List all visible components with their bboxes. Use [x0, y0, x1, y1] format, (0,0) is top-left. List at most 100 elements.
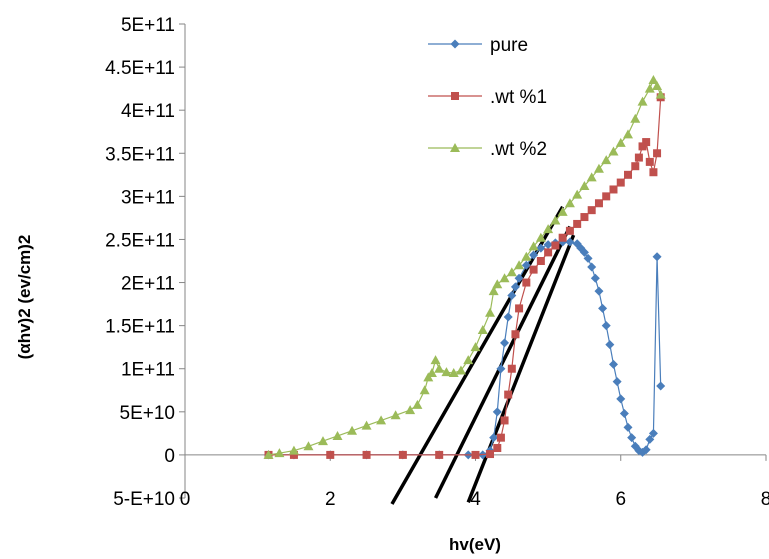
- y-tick-label: 5-E+10: [113, 489, 175, 510]
- data-point: [500, 338, 510, 348]
- data-point: [492, 279, 503, 289]
- data-point: [511, 330, 520, 339]
- data-point: [641, 445, 651, 455]
- data-point: [653, 149, 662, 158]
- data-point: [536, 243, 546, 253]
- data-point: [412, 399, 423, 409]
- data-point: [507, 290, 517, 300]
- data-point: [598, 303, 608, 313]
- data-point: [521, 251, 532, 261]
- legend-marker: [450, 143, 460, 152]
- data-point: [398, 450, 407, 459]
- legend-marker: [450, 39, 460, 49]
- data-point: [634, 153, 643, 162]
- data-point: [529, 250, 539, 260]
- y-tick-label: 4.5E+11: [105, 58, 175, 79]
- data-point: [515, 304, 524, 313]
- data-point: [645, 157, 654, 166]
- y-axis-title-group: (αhv)2 (ev/cm)2: [15, 235, 34, 360]
- data-point: [579, 247, 589, 257]
- data-point: [486, 450, 495, 459]
- series-1: [264, 237, 666, 460]
- data-point: [543, 224, 554, 234]
- y-axis-title: (αhv)2 (ev/cm)2: [15, 235, 34, 360]
- data-point: [521, 260, 531, 270]
- legend-label: .wt %2: [490, 139, 547, 160]
- y-tick-label: 3.5E+11: [105, 144, 175, 165]
- data-point: [528, 241, 539, 251]
- x-tick-label: 4: [470, 489, 481, 510]
- data-point: [637, 96, 648, 106]
- data-point: [470, 342, 481, 352]
- tangent-fit-line: [433, 225, 572, 499]
- series-3: [263, 75, 666, 459]
- y-tick-label: 5E+10: [120, 403, 175, 424]
- y-tick-label: 5E+11: [121, 15, 175, 36]
- data-point: [624, 170, 633, 179]
- data-point: [289, 450, 298, 459]
- data-point: [656, 381, 666, 391]
- data-point: [405, 405, 416, 415]
- data-point: [492, 407, 502, 417]
- data-point: [434, 363, 445, 373]
- x-tick-label: 0: [180, 489, 191, 510]
- data-point: [602, 192, 611, 201]
- data-point: [590, 273, 600, 283]
- y-tick-label: 1.5E+11: [105, 317, 175, 338]
- data-point: [649, 168, 658, 177]
- y-tick-label: 0: [164, 446, 175, 467]
- data-point: [627, 433, 637, 443]
- data-point: [362, 450, 371, 459]
- data-point: [648, 428, 658, 438]
- data-point: [477, 324, 488, 334]
- data-point: [593, 163, 604, 173]
- data-point: [535, 232, 546, 242]
- x-tick-label: 8: [761, 489, 769, 510]
- data-point: [430, 355, 441, 365]
- data-point: [587, 206, 596, 215]
- data-point: [500, 416, 509, 425]
- x-axis-title: hv(eV): [449, 535, 501, 554]
- data-point: [274, 448, 285, 458]
- y-tick-label: 2.5E+11: [105, 230, 175, 251]
- data-point: [648, 75, 659, 85]
- data-point: [601, 321, 611, 331]
- data-point: [580, 213, 589, 222]
- data-point: [471, 450, 480, 459]
- data-point: [488, 286, 499, 296]
- data-point: [419, 385, 430, 395]
- data-point: [642, 138, 651, 147]
- data-point: [557, 206, 568, 216]
- data-point: [536, 257, 545, 265]
- data-point: [514, 273, 524, 283]
- tangent-fit-line: [466, 234, 576, 503]
- data-marks: [263, 75, 666, 460]
- data-point: [485, 307, 496, 317]
- data-point: [529, 265, 538, 274]
- data-point: [448, 368, 459, 378]
- y-tick-label: 2E+11: [121, 274, 175, 295]
- data-point: [390, 410, 401, 420]
- y-tick-label: 1E+11: [121, 360, 175, 381]
- data-point: [615, 137, 626, 147]
- legend-label: pure: [490, 35, 528, 56]
- data-point: [612, 377, 622, 387]
- data-point: [652, 81, 663, 91]
- data-point: [551, 241, 560, 250]
- series-line: [268, 78, 662, 456]
- data-point: [544, 248, 553, 257]
- data-point: [609, 185, 618, 194]
- data-point: [463, 355, 474, 365]
- legend-marker: [451, 92, 459, 100]
- data-point: [565, 237, 575, 247]
- data-point: [435, 450, 444, 459]
- data-point: [608, 146, 619, 156]
- data-point: [655, 89, 666, 99]
- series-line: [268, 241, 662, 456]
- data-point: [573, 219, 582, 228]
- data-point: [376, 415, 387, 425]
- data-point: [503, 312, 513, 322]
- data-point: [550, 215, 561, 225]
- series-line: [268, 97, 662, 456]
